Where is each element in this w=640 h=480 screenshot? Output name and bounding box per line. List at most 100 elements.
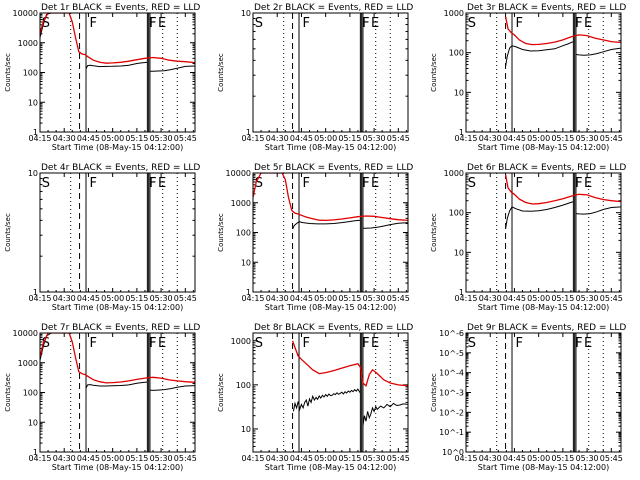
x-tick-label: 04:45 [290,294,313,303]
detector-panel-5: Det 5r BLACK = Events, RED = LLD 04:15 04:… [217,163,413,312]
y-tick-label: 10^-1 [439,428,464,437]
phase-marker-F: F [89,16,96,31]
plot-frame [465,172,622,293]
y-tick-label: 10 [454,88,464,97]
phase-marker-F: F [575,336,582,351]
panel-title: Det 1r BLACK = Events, RED = LLD [41,3,200,13]
y-tick-label: 1 [246,288,251,297]
x-tick-label: 04:30 [266,134,289,143]
x-tick-label: 04:45 [503,134,526,143]
y-axis-label: Counts/sec [4,53,12,92]
phase-marker-S: S [255,176,263,191]
plot-frame [465,12,622,133]
series-line-events [575,206,621,215]
y-tick-label: 10^-4 [439,369,464,378]
x-tick-label: 05:15 [551,134,574,143]
series-line-events [362,402,408,426]
y-tick-label: 1000 [444,169,464,178]
y-tick-label: 10^-3 [439,389,464,398]
x-tick-label: 04:45 [77,454,100,463]
x-tick-label: 04:30 [479,134,502,143]
x-tick-label: 05:00 [101,294,124,303]
panel-title: Det 4r BLACK = Events, RED = LLD [41,163,200,173]
phase-marker-S: S [468,176,476,191]
x-tick-label: 04:15 [454,454,477,463]
x-tick-label: 04:45 [503,294,526,303]
series-line-events [150,65,195,72]
x-axis-label: Start Time (08-May-15 04:12:00) [265,303,396,312]
series-line-events [292,219,361,230]
x-tick-label: 04:30 [53,134,76,143]
x-tick-label: 04:30 [53,454,76,463]
phase-marker-F: F [575,176,582,191]
x-axis-label: Start Time (08-May-15 04:12:00) [52,463,183,472]
phase-marker-E: E [584,336,592,351]
x-tick-label: 05:30 [150,294,173,303]
phase-marker-F: F [515,176,522,191]
panel-title: Det 2r BLACK = Events, RED = LLD [254,3,413,13]
x-tick-label: 04:45 [503,454,526,463]
x-tick-label: 05:45 [174,454,197,463]
series-line-events [85,381,148,389]
panel-title: Det 9r BLACK = Events, RED = LLD [467,323,626,333]
y-tick-label: 1 [33,288,38,297]
series-line-lld [40,333,195,384]
y-tick-label: 1 [33,448,38,457]
y-tick-label: 10 [28,418,38,427]
y-tick-label: 1 [246,128,251,137]
plot-frame [39,12,196,133]
x-tick-label: 05:15 [125,294,148,303]
series-line-events [85,61,148,70]
series-line-lld [504,16,621,46]
x-tick-label: 05:30 [363,454,386,463]
y-tick-label: 1000 [231,337,251,346]
plot-frame [39,172,196,293]
y-tick-label: 100 [449,209,464,218]
x-axis-label: Start Time (08-May-15 04:12:00) [478,463,609,472]
y-axis-label: Counts/sec [4,213,12,252]
panel-title: Det 6r BLACK = Events, RED = LLD [467,163,626,173]
x-tick-label: 05:30 [150,134,173,143]
phase-marker-F: F [302,16,309,31]
phase-marker-F: F [149,16,156,31]
phase-marker-F: F [89,336,96,351]
phase-marker-E: E [371,176,379,191]
series-line-lld [504,174,621,205]
phase-marker-F: F [149,336,156,351]
x-tick-label: 04:15 [241,294,264,303]
y-tick-label: 10 [454,248,464,257]
x-tick-label: 04:45 [290,134,313,143]
y-tick-label: 1 [33,128,38,137]
phase-marker-F: F [302,336,309,351]
panel-title: Det 3r BLACK = Events, RED = LLD [467,3,626,13]
x-tick-label: 05:30 [150,454,173,463]
y-axis-label: Counts/sec [4,373,12,412]
x-tick-label: 05:15 [338,134,361,143]
y-tick-label: 1000 [18,39,38,48]
x-tick-label: 05:45 [174,134,197,143]
x-tick-label: 05:00 [314,454,337,463]
panel-title: Det 5r BLACK = Events, RED = LLD [254,163,413,173]
x-tick-label: 05:15 [125,454,148,463]
x-axis-label: Start Time (08-May-15 04:12:00) [52,303,183,312]
phase-marker-S: S [468,336,476,351]
phase-marker-F: F [515,336,522,351]
phase-marker-E: E [371,336,379,351]
y-tick-label: 1000 [444,9,464,18]
x-tick-label: 04:15 [28,134,51,143]
phase-marker-E: E [584,176,592,191]
series-line-events [505,201,574,229]
phase-marker-E: E [158,176,166,191]
x-tick-label: 04:45 [290,454,313,463]
x-tick-label: 04:30 [479,294,502,303]
phase-marker-S: S [468,16,476,31]
y-axis-label: Counts/sec [430,53,438,92]
series-line-events [575,47,621,56]
x-tick-label: 05:45 [387,294,410,303]
detector-panel-9: Det 9r BLACK = Events, RED = LLD 04:15 04:… [430,323,626,472]
series-line-lld [40,13,195,64]
